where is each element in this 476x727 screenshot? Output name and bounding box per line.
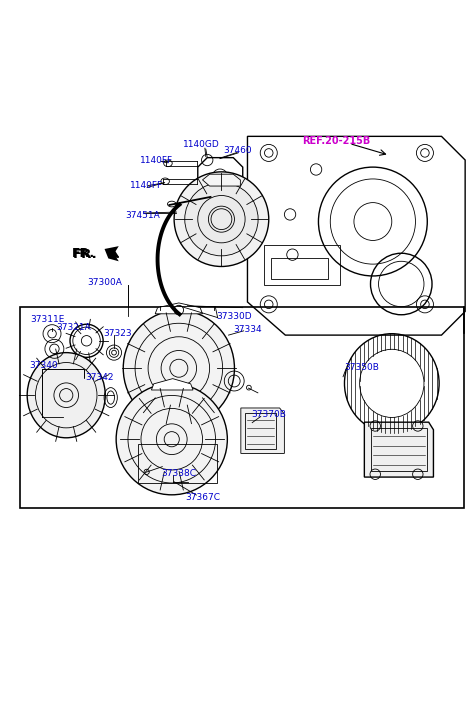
Polygon shape [364, 422, 434, 477]
Text: 37321A: 37321A [56, 323, 90, 332]
Polygon shape [155, 303, 202, 314]
Text: FR.: FR. [72, 248, 97, 261]
Text: 37370B: 37370B [251, 410, 286, 419]
Bar [370, 428, 427, 471]
Ellipse shape [27, 353, 105, 438]
Text: 37460: 37460 [223, 146, 251, 155]
Text: 37338C: 37338C [161, 469, 196, 478]
Polygon shape [248, 137, 465, 335]
Text: 37342: 37342 [86, 373, 114, 382]
Bar [264, 245, 340, 286]
Polygon shape [151, 379, 193, 390]
Ellipse shape [116, 384, 228, 495]
Bar [245, 413, 277, 449]
Ellipse shape [185, 182, 258, 256]
Ellipse shape [174, 172, 269, 267]
Text: 37311E: 37311E [31, 315, 65, 324]
Text: 37367C: 37367C [185, 493, 220, 502]
Text: 1140GD: 1140GD [183, 140, 219, 149]
Text: 37451A: 37451A [125, 212, 160, 220]
Text: REF.20-215B: REF.20-215B [302, 136, 370, 146]
Text: 1140FF: 1140FF [139, 156, 173, 164]
Bar [20, 307, 464, 508]
Text: 37330D: 37330D [217, 312, 252, 321]
Text: FR.: FR. [71, 247, 95, 260]
Text: 37340: 37340 [29, 361, 58, 370]
Text: 37350B: 37350B [345, 363, 379, 371]
Text: 1140FF: 1140FF [130, 181, 163, 190]
Bar [271, 258, 328, 279]
Polygon shape [202, 174, 240, 186]
Ellipse shape [123, 310, 235, 426]
Text: 37300A: 37300A [88, 278, 122, 286]
Polygon shape [198, 158, 243, 196]
Text: 37334: 37334 [233, 325, 262, 334]
Polygon shape [105, 246, 119, 261]
Bar [138, 444, 217, 483]
Text: 37323: 37323 [103, 329, 132, 338]
Polygon shape [241, 408, 284, 454]
